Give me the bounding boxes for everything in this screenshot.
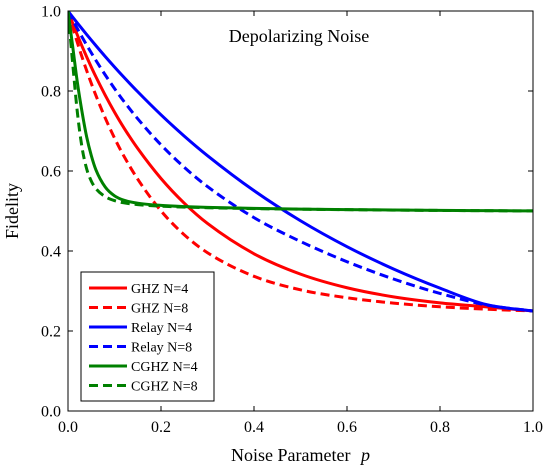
series-line-ghz-n-4 [68, 11, 533, 313]
series-line-relay-n-8 [68, 11, 533, 313]
plot-frame [67, 10, 534, 412]
y-tick-label: 0.2 [41, 324, 61, 341]
y-axis-label: Fidelity [2, 183, 22, 239]
legend-label: CGHZ N=8 [131, 380, 198, 395]
legend-label: CGHZ N=4 [131, 360, 198, 375]
y-tick-label: 0.4 [41, 244, 61, 261]
y-tick-label: 0.6 [41, 164, 61, 181]
y-tick-label: 0.8 [41, 84, 61, 101]
y-tick-label: 1.0 [41, 4, 61, 21]
x-tick-label: 0.8 [430, 419, 450, 436]
series-line-relay-n-4 [68, 11, 533, 313]
chart-annotation: Depolarizing Noise [229, 26, 369, 46]
legend-label: Relay N=8 [131, 341, 192, 356]
x-tick-label: 0.2 [151, 419, 171, 436]
legend-label: GHZ N=4 [131, 282, 188, 297]
x-tick-label: 1.0 [523, 419, 543, 436]
legend: GHZ N=4 GHZ N=8 Relay N=4 Relay N=8 CGHZ N=4… [80, 271, 215, 402]
legend-label: Relay N=4 [131, 321, 192, 336]
x-tick-label: 0.4 [244, 419, 264, 436]
x-axis-label-text: Noise Parameter [231, 445, 350, 465]
x-axis-label-var: p [359, 445, 370, 465]
legend-label: GHZ N=8 [131, 302, 188, 317]
x-tick-label: 0.0 [58, 419, 78, 436]
series-line-ghz-n-8 [68, 11, 533, 313]
tick-labels: 0.0 0.2 0.4 0.6 0.8 1.0 0.0 0.2 0.4 0.6 0.8 1.0 [41, 4, 543, 437]
plot-area [68, 11, 533, 313]
x-tick-label: 0.6 [337, 419, 357, 436]
y-tick-label: 0.0 [41, 404, 61, 421]
legend-box [80, 271, 215, 402]
x-axis-label: Noise Parameter p [231, 445, 370, 465]
series-line-cghz-n-8 [68, 11, 533, 213]
